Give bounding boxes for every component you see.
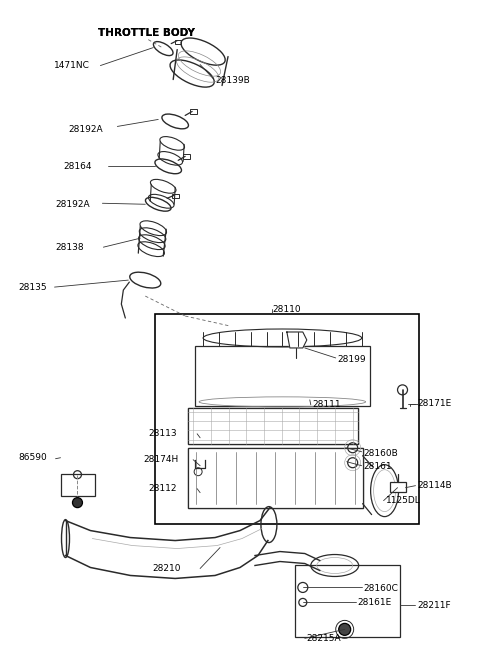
Bar — [183, 154, 190, 159]
Text: 28138: 28138 — [56, 243, 84, 252]
Text: THROTTLE BODY: THROTTLE BODY — [98, 28, 195, 37]
Text: 28192A: 28192A — [69, 125, 103, 134]
Bar — [190, 110, 197, 114]
Bar — [155, 314, 420, 523]
Text: 28113: 28113 — [148, 429, 177, 438]
Bar — [188, 448, 363, 508]
Text: 28171E: 28171E — [418, 400, 452, 408]
Text: 86590: 86590 — [19, 453, 48, 462]
Text: 28161: 28161 — [364, 462, 392, 471]
Text: 28112: 28112 — [148, 484, 177, 493]
Text: 28110: 28110 — [272, 304, 300, 314]
Circle shape — [339, 623, 351, 636]
Polygon shape — [287, 332, 307, 348]
Text: 28114B: 28114B — [418, 481, 452, 490]
Text: 28199: 28199 — [338, 356, 366, 365]
Text: THROTTLE BODY: THROTTLE BODY — [98, 28, 195, 37]
Bar — [175, 39, 181, 43]
Text: 28164: 28164 — [63, 162, 92, 171]
Text: 28160B: 28160B — [364, 449, 398, 459]
Text: 28211F: 28211F — [418, 601, 451, 610]
Text: 28111: 28111 — [313, 400, 341, 409]
Bar — [60, 474, 96, 496]
Circle shape — [72, 498, 83, 508]
Text: 28192A: 28192A — [56, 200, 90, 209]
Bar — [195, 346, 370, 406]
Text: 28174H: 28174H — [144, 455, 179, 464]
Text: 1125DL: 1125DL — [385, 496, 420, 505]
Text: 1471NC: 1471NC — [54, 61, 89, 70]
Bar — [188, 448, 363, 508]
Text: 28135: 28135 — [19, 283, 47, 291]
Bar — [188, 408, 358, 443]
Text: 28161E: 28161E — [358, 598, 392, 607]
Text: 28139B: 28139B — [215, 76, 250, 85]
Text: 28215A: 28215A — [307, 634, 341, 643]
Bar — [172, 194, 179, 198]
Text: 28160C: 28160C — [364, 584, 398, 593]
Bar — [295, 565, 399, 638]
Bar — [188, 408, 358, 443]
Text: 28210: 28210 — [152, 564, 181, 573]
Bar — [390, 482, 406, 491]
